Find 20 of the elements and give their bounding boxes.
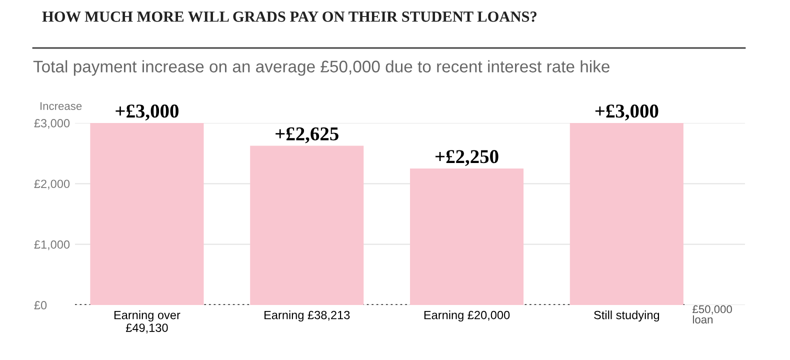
- data-label: +£2,250: [436, 150, 498, 166]
- data-label: +£3,000: [116, 104, 178, 120]
- x-tick-label: Earning over £49,130: [114, 310, 180, 334]
- y-axis-title: Increase: [40, 102, 82, 110]
- bar: [250, 146, 364, 305]
- y-tick-label: £1,000: [34, 240, 70, 250]
- bar: [570, 123, 684, 305]
- y-tick-label: £0: [34, 301, 47, 310]
- data-label: +£3,000: [595, 104, 658, 120]
- y-tick-label: £3,000: [34, 119, 70, 129]
- bar: [410, 168, 524, 305]
- data-label: +£2,625: [276, 127, 338, 144]
- chart-title: HOW MUCH MORE WILL GRADS PAY ON THEIR STUDENT LOANS?: [42, 12, 536, 22]
- ref-line-label: £50,000 loan: [692, 305, 732, 324]
- x-tick-label: Earning £20,000: [424, 310, 510, 322]
- chart-subtitle: Total payment increase on an average £50,000 due to recent interest rate hike: [33, 60, 610, 76]
- y-tick-label: £2,000: [34, 180, 70, 190]
- x-tick-label: Still studying: [594, 310, 660, 322]
- bar: [90, 123, 204, 305]
- x-tick-label: Earning £38,213: [264, 310, 350, 322]
